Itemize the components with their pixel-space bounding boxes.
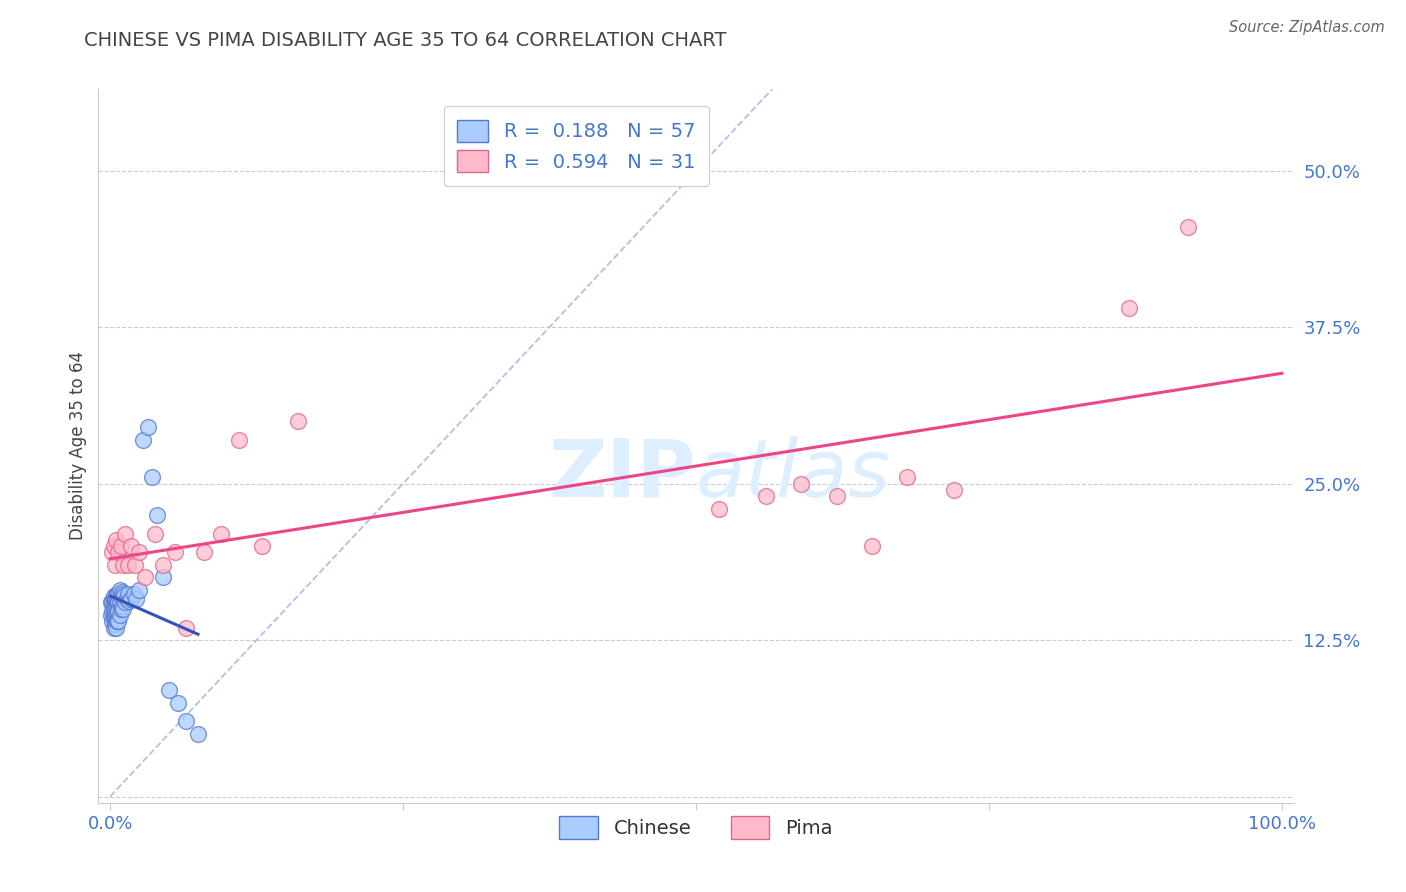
Point <box>103 589 125 603</box>
Point <box>111 585 134 599</box>
Point <box>104 612 127 626</box>
Point <box>118 594 141 608</box>
Point <box>114 526 136 541</box>
Point <box>1118 301 1140 316</box>
Point <box>117 558 139 572</box>
Point <box>105 533 128 547</box>
Text: ZIP: ZIP <box>548 435 696 514</box>
Text: Source: ZipAtlas.com: Source: ZipAtlas.com <box>1229 20 1385 35</box>
Point <box>157 683 180 698</box>
Point <box>101 545 124 559</box>
Point <box>105 604 128 618</box>
Point <box>755 489 778 503</box>
Point <box>825 489 848 503</box>
Point <box>163 545 186 559</box>
Text: CHINESE VS PIMA DISABILITY AGE 35 TO 64 CORRELATION CHART: CHINESE VS PIMA DISABILITY AGE 35 TO 64 … <box>84 31 727 50</box>
Point <box>105 599 128 614</box>
Point <box>709 501 731 516</box>
Point <box>124 558 146 572</box>
Point <box>107 604 129 618</box>
Point <box>107 614 129 628</box>
Point <box>107 595 129 609</box>
Point <box>228 433 250 447</box>
Point <box>105 614 128 628</box>
Point <box>107 545 129 559</box>
Point <box>105 607 128 622</box>
Point <box>128 582 150 597</box>
Point <box>117 587 139 601</box>
Point <box>105 614 128 628</box>
Point <box>100 607 122 622</box>
Point <box>112 558 135 572</box>
Y-axis label: Disability Age 35 to 64: Disability Age 35 to 64 <box>69 351 87 541</box>
Point <box>104 591 127 606</box>
Point <box>103 539 125 553</box>
Point <box>174 621 197 635</box>
Point <box>942 483 965 497</box>
Point <box>103 595 125 609</box>
Point <box>136 420 159 434</box>
Point <box>101 604 124 618</box>
Point <box>108 582 131 597</box>
Point <box>110 539 132 553</box>
Text: atlas: atlas <box>696 435 891 514</box>
Point <box>152 558 174 572</box>
Point <box>104 616 127 631</box>
Point <box>100 595 122 609</box>
Point <box>143 526 166 541</box>
Point <box>193 545 215 559</box>
Point <box>120 591 142 606</box>
Point <box>167 696 190 710</box>
Point <box>105 589 128 603</box>
Point <box>105 587 128 601</box>
Point <box>112 589 135 603</box>
Point <box>111 599 134 614</box>
Point <box>107 587 129 601</box>
Point <box>141 470 163 484</box>
Point <box>103 612 125 626</box>
Point <box>132 433 155 447</box>
Point <box>101 595 124 609</box>
Point <box>103 604 125 618</box>
Point <box>187 727 209 741</box>
Point <box>103 621 125 635</box>
Point <box>211 526 233 541</box>
Point <box>120 539 142 553</box>
Point <box>287 414 309 428</box>
Point <box>152 570 174 584</box>
Point <box>103 601 125 615</box>
Point <box>108 607 131 622</box>
Point <box>105 621 128 635</box>
Point <box>114 595 136 609</box>
Point <box>860 539 883 553</box>
Point <box>112 601 135 615</box>
Point <box>101 614 124 628</box>
Point <box>174 714 197 729</box>
Point <box>252 539 274 553</box>
Point <box>115 591 138 606</box>
Point <box>1177 219 1199 234</box>
Point <box>104 595 127 609</box>
Point <box>125 591 148 606</box>
Point <box>110 601 132 615</box>
Point <box>105 591 128 606</box>
Point <box>122 587 145 601</box>
Point <box>128 545 150 559</box>
Legend: Chinese, Pima: Chinese, Pima <box>551 808 841 847</box>
Point <box>146 508 169 522</box>
Point <box>896 470 918 484</box>
Point <box>110 589 132 603</box>
Point <box>108 595 131 609</box>
Point <box>790 476 813 491</box>
Point <box>112 587 135 601</box>
Point <box>105 595 128 609</box>
Point <box>104 604 127 618</box>
Point <box>134 570 156 584</box>
Point <box>104 558 127 572</box>
